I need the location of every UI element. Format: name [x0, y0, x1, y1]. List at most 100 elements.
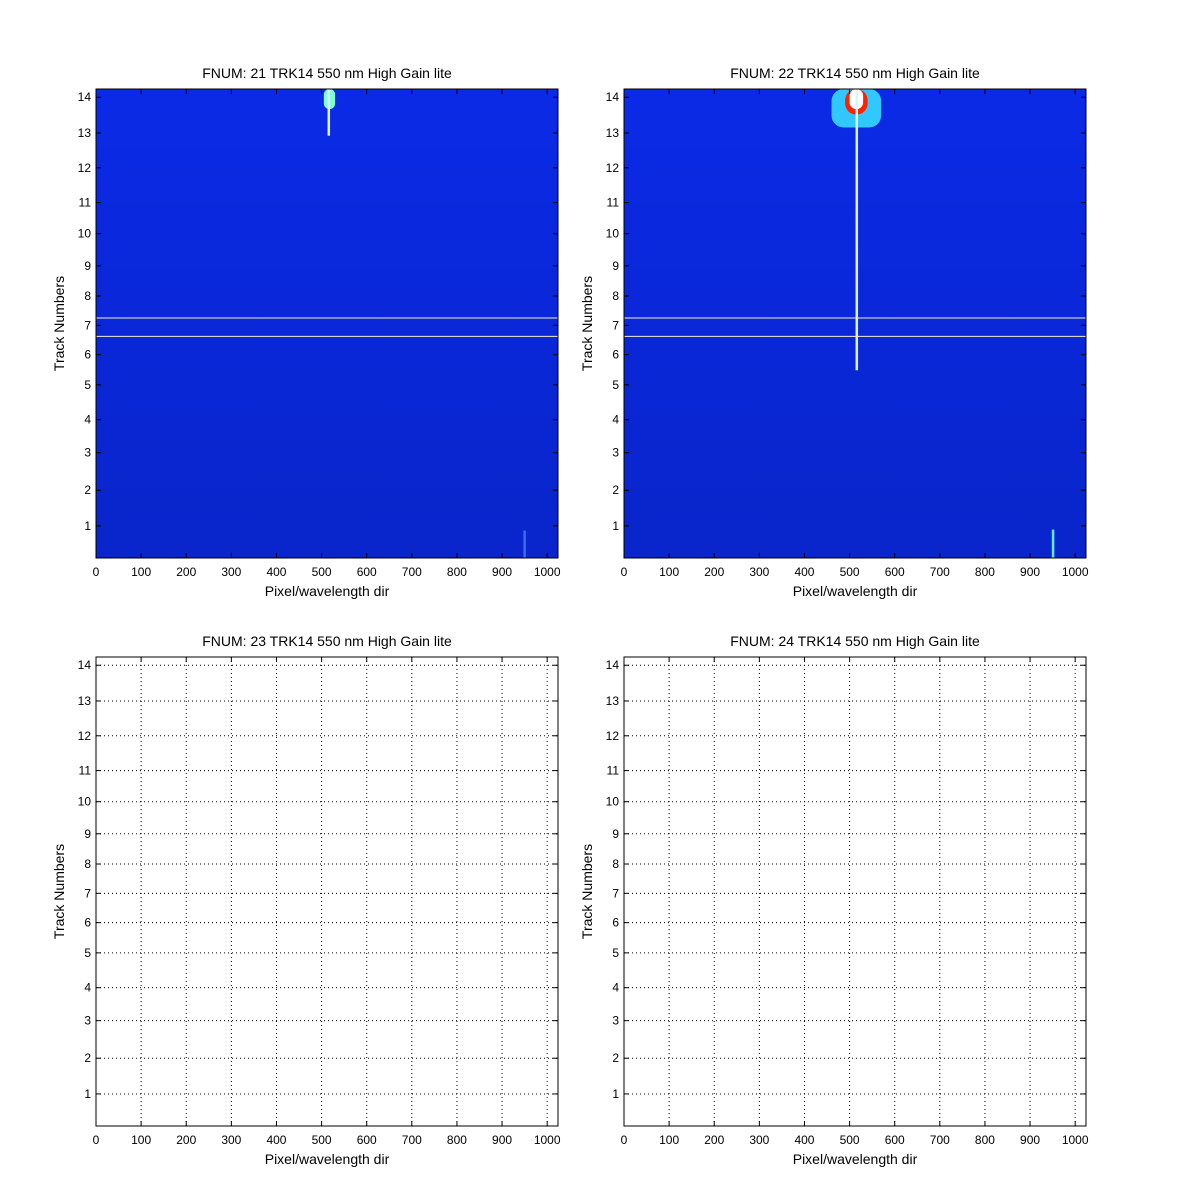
y-tick-label: 11 [607, 196, 620, 210]
y-tick-label: 4 [612, 413, 619, 427]
x-tick-label: 500 [312, 565, 332, 579]
y-tick-label: 11 [607, 764, 620, 778]
y-axis-label: Track Numbers [51, 276, 67, 371]
y-tick-label: 6 [84, 348, 91, 362]
x-tick-label: 600 [357, 1133, 377, 1147]
y-axis-label: Track Numbers [579, 276, 595, 371]
y-tick-label: 4 [84, 981, 91, 995]
y-tick-label: 5 [612, 378, 619, 392]
x-tick-label: 100 [131, 565, 151, 579]
x-tick-label: 900 [492, 565, 512, 579]
x-axis-label: Pixel/wavelength dir [793, 1151, 918, 1167]
y-tick-label: 7 [612, 886, 619, 900]
axes-background [624, 657, 1086, 1126]
y-tick-label: 8 [84, 289, 91, 303]
y-axis-label: Track Numbers [51, 844, 67, 939]
axes-background [96, 657, 558, 1126]
x-tick-label: 200 [176, 565, 196, 579]
y-axis-label: Track Numbers [579, 844, 595, 939]
y-tick-label: 1 [612, 519, 619, 533]
chart-title: FNUM: 23 TRK14 550 nm High Gain lite [202, 633, 452, 649]
x-tick-label: 600 [357, 565, 377, 579]
y-tick-label: 7 [84, 886, 91, 900]
y-tick-label: 11 [79, 196, 92, 210]
y-tick-label: 8 [612, 857, 619, 871]
y-tick-label: 9 [84, 259, 91, 273]
y-tick-label: 6 [612, 916, 619, 930]
y-tick-label: 13 [78, 694, 92, 708]
x-tick-label: 600 [885, 565, 905, 579]
y-tick-label: 13 [606, 694, 620, 708]
y-tick-label: 14 [606, 90, 620, 104]
x-tick-label: 400 [266, 565, 286, 579]
y-tick-label: 6 [84, 916, 91, 930]
x-tick-label: 200 [176, 1133, 196, 1147]
y-tick-label: 9 [612, 259, 619, 273]
y-tick-label: 6 [612, 348, 619, 362]
y-tick-label: 3 [612, 1014, 619, 1028]
x-tick-label: 100 [131, 1133, 151, 1147]
axes-frame [95, 88, 559, 559]
y-tick-label: 12 [78, 729, 92, 743]
axes-frame [95, 656, 559, 1127]
x-tick-label: 700 [402, 565, 422, 579]
y-tick-label: 5 [84, 378, 91, 392]
x-tick-label: 900 [492, 1133, 512, 1147]
x-tick-label: 700 [930, 1133, 950, 1147]
y-tick-label: 3 [84, 446, 91, 460]
y-tick-label: 3 [84, 1014, 91, 1028]
x-tick-label: 900 [1020, 565, 1040, 579]
x-tick-label: 400 [794, 1133, 814, 1147]
y-tick-label: 5 [612, 946, 619, 960]
y-tick-label: 14 [606, 658, 620, 672]
image-shade [624, 89, 1086, 558]
y-tick-label: 8 [84, 857, 91, 871]
x-axis-label: Pixel/wavelength dir [265, 1151, 390, 1167]
x-tick-label: 800 [975, 1133, 995, 1147]
x-tick-label: 500 [840, 1133, 860, 1147]
image-shade [96, 89, 558, 558]
x-tick-label: 800 [975, 565, 995, 579]
x-axis-label: Pixel/wavelength dir [793, 583, 918, 599]
x-tick-label: 900 [1020, 1133, 1040, 1147]
x-tick-label: 400 [794, 565, 814, 579]
y-tick-label: 2 [84, 483, 91, 497]
x-tick-label: 400 [266, 1133, 286, 1147]
y-tick-label: 14 [78, 90, 92, 104]
x-tick-label: 300 [221, 565, 241, 579]
x-tick-label: 100 [659, 1133, 679, 1147]
y-tick-label: 7 [84, 318, 91, 332]
y-tick-label: 10 [606, 795, 620, 809]
y-tick-label: 9 [612, 827, 619, 841]
y-tick-label: 10 [78, 795, 92, 809]
x-tick-label: 300 [749, 565, 769, 579]
y-tick-label: 1 [84, 1087, 91, 1101]
y-tick-label: 4 [84, 413, 91, 427]
x-tick-label: 1000 [1062, 565, 1089, 579]
axes-frame [623, 656, 1087, 1127]
y-tick-label: 1 [612, 1087, 619, 1101]
x-tick-label: 700 [402, 1133, 422, 1147]
x-tick-label: 200 [704, 565, 724, 579]
y-tick-label: 14 [78, 658, 92, 672]
y-tick-label: 13 [606, 126, 620, 140]
x-tick-label: 0 [93, 1133, 100, 1147]
x-tick-label: 300 [749, 1133, 769, 1147]
x-tick-label: 1000 [1062, 1133, 1089, 1147]
x-tick-label: 0 [621, 565, 628, 579]
y-tick-label: 11 [79, 764, 92, 778]
x-tick-label: 0 [93, 565, 100, 579]
y-tick-label: 12 [606, 729, 620, 743]
y-tick-label: 2 [612, 483, 619, 497]
chart-title: FNUM: 21 TRK14 550 nm High Gain lite [202, 65, 452, 81]
x-axis-label: Pixel/wavelength dir [265, 583, 390, 599]
y-tick-label: 3 [612, 446, 619, 460]
axes-frame [623, 88, 1087, 559]
y-tick-label: 13 [78, 126, 92, 140]
y-tick-label: 9 [84, 827, 91, 841]
y-tick-label: 12 [606, 161, 620, 175]
y-tick-label: 8 [612, 289, 619, 303]
y-tick-label: 10 [606, 227, 620, 241]
x-tick-label: 200 [704, 1133, 724, 1147]
